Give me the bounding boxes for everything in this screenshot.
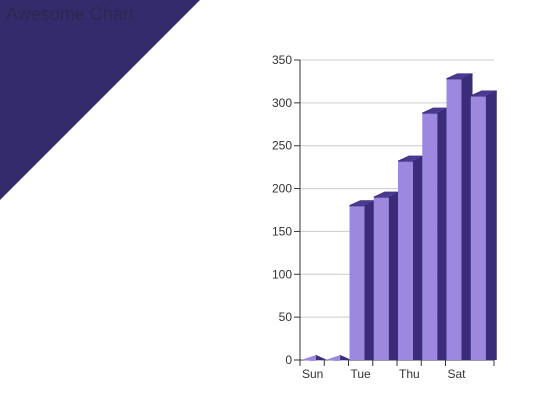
bar-base-side <box>340 355 352 360</box>
y-tick-label: 350 <box>272 53 292 67</box>
bar-base <box>325 355 352 361</box>
bar-front <box>398 161 413 360</box>
bar-side <box>437 108 449 361</box>
bar-front <box>373 197 389 360</box>
bar-6 <box>446 73 473 360</box>
y-tick-label: 100 <box>272 267 292 281</box>
bar-5 <box>422 107 449 361</box>
bar-side <box>461 73 473 360</box>
bar-top-inner <box>425 109 446 113</box>
bar-top-inner <box>376 193 397 197</box>
bar-1 <box>325 355 352 361</box>
x-tick-label: Sat <box>448 367 467 381</box>
bar-7 <box>470 90 497 360</box>
bar-front <box>446 78 462 360</box>
y-tick-label: 50 <box>279 310 293 324</box>
bar-top-inner <box>449 74 470 78</box>
corner-triangle-shape <box>0 0 200 200</box>
bar-0 <box>301 355 327 361</box>
y-tick-label: 0 <box>285 353 292 367</box>
bar-front <box>349 205 365 360</box>
x-tick-label: Tue <box>351 367 372 381</box>
bar-top-inner <box>473 92 494 95</box>
x-tick-label: Thu <box>399 367 420 381</box>
chart-title: Awesome Chart <box>6 4 134 24</box>
bar-4 <box>397 155 425 360</box>
bar-top-inner <box>401 157 421 161</box>
bar-front <box>422 113 438 361</box>
bar-base <box>301 355 327 361</box>
bar-side <box>388 192 400 360</box>
bar-side <box>485 91 497 360</box>
bar-side <box>364 200 376 360</box>
y-tick-label: 150 <box>272 224 292 238</box>
bar-front <box>470 96 486 360</box>
bar-side <box>413 156 424 360</box>
bar-top-inner <box>352 201 373 205</box>
bars <box>301 73 497 361</box>
corner-decoration <box>0 0 200 200</box>
y-tick-label: 250 <box>272 139 292 153</box>
y-tick-label: 300 <box>272 96 292 110</box>
bar-base-side <box>316 355 327 360</box>
y-tick-label: 200 <box>272 182 292 196</box>
bar-2 <box>349 200 376 360</box>
bar-3 <box>373 191 400 360</box>
x-tick-label: Sun <box>302 367 323 381</box>
tick-labels: 0 50 100 150 200 250 300 350 Sun Tue Thu Sat <box>272 53 466 381</box>
